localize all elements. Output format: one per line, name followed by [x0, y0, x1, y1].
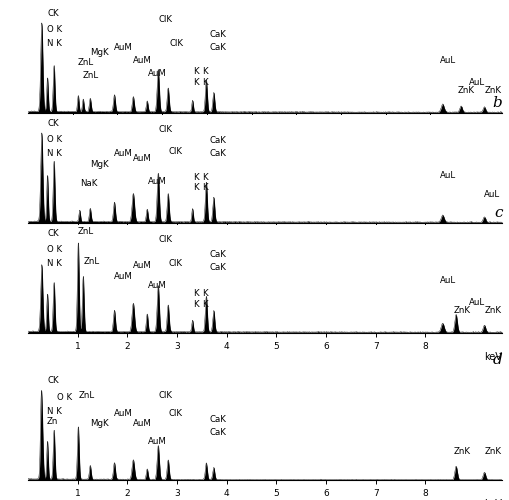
Text: MgK: MgK: [90, 420, 108, 428]
Text: ZnL: ZnL: [82, 71, 99, 80]
Text: AuM: AuM: [133, 56, 152, 65]
Text: c: c: [493, 206, 501, 220]
Text: AuM: AuM: [147, 436, 166, 446]
Text: AuM: AuM: [114, 408, 133, 418]
Text: CaK: CaK: [209, 428, 226, 437]
Text: CaK: CaK: [209, 136, 226, 145]
Text: ClK: ClK: [158, 392, 172, 400]
Text: N K: N K: [47, 259, 62, 268]
Text: K: K: [202, 67, 207, 76]
Text: AuL: AuL: [468, 298, 485, 306]
Text: K: K: [192, 300, 198, 309]
Text: ZnK: ZnK: [453, 306, 470, 316]
Text: O K: O K: [47, 245, 62, 254]
Text: CK: CK: [47, 9, 59, 18]
Text: AuM: AuM: [147, 280, 166, 289]
Text: K: K: [192, 184, 198, 192]
Text: AuM: AuM: [114, 44, 133, 52]
Text: K: K: [202, 172, 207, 182]
Text: CK: CK: [47, 229, 59, 238]
Text: K: K: [202, 300, 207, 309]
Text: ZnK: ZnK: [484, 86, 500, 96]
Text: MgK: MgK: [90, 160, 108, 169]
Text: b: b: [492, 96, 501, 110]
Text: ClK: ClK: [168, 408, 182, 418]
Text: N K: N K: [47, 406, 62, 416]
Text: AuL: AuL: [484, 190, 499, 199]
Text: CaK: CaK: [209, 250, 226, 260]
Text: CK: CK: [47, 119, 59, 128]
Text: ZnL: ZnL: [78, 58, 94, 68]
Text: AuL: AuL: [439, 276, 455, 285]
Text: ZnL: ZnL: [83, 257, 99, 266]
Text: K: K: [192, 172, 198, 182]
Text: O K: O K: [47, 135, 62, 144]
Text: CaK: CaK: [209, 415, 226, 424]
Text: ClK: ClK: [158, 16, 172, 24]
Text: ClK: ClK: [169, 39, 183, 48]
Text: ClK: ClK: [168, 147, 182, 156]
Text: AuL: AuL: [439, 170, 455, 179]
Text: AuM: AuM: [133, 261, 152, 270]
Text: d: d: [492, 353, 501, 367]
Text: CaK: CaK: [209, 264, 226, 272]
Text: CaK: CaK: [209, 30, 226, 40]
Text: AuM: AuM: [147, 69, 166, 78]
Text: K: K: [202, 184, 207, 192]
Text: K: K: [192, 289, 198, 298]
Text: AuL: AuL: [439, 56, 455, 65]
Text: ZnL: ZnL: [78, 227, 94, 236]
Text: MgK: MgK: [90, 48, 108, 56]
Text: N K: N K: [47, 149, 62, 158]
Text: CaK: CaK: [209, 149, 226, 158]
Text: Zn: Zn: [47, 417, 59, 426]
Text: keV: keV: [484, 132, 501, 142]
Text: ZnL: ZnL: [78, 392, 94, 400]
Text: K: K: [202, 289, 207, 298]
Text: ClK: ClK: [158, 126, 172, 134]
Text: O K: O K: [56, 392, 71, 402]
Text: K: K: [192, 78, 198, 86]
Text: ClK: ClK: [168, 259, 182, 268]
Text: CK: CK: [47, 376, 59, 386]
Text: AuM: AuM: [133, 154, 152, 164]
Text: keV: keV: [484, 242, 501, 252]
Text: K: K: [202, 78, 207, 86]
Text: keV: keV: [484, 352, 501, 362]
Text: N K: N K: [47, 39, 62, 48]
Text: CaK: CaK: [209, 44, 226, 52]
Text: K: K: [192, 67, 198, 76]
Text: AuM: AuM: [147, 177, 166, 186]
Text: ZnK: ZnK: [484, 306, 500, 316]
Text: AuM: AuM: [114, 272, 133, 281]
Text: AuL: AuL: [468, 78, 485, 86]
Text: AuM: AuM: [114, 149, 133, 158]
Text: NaK: NaK: [79, 179, 97, 188]
Text: AuM: AuM: [133, 420, 152, 428]
Text: O K: O K: [47, 25, 62, 34]
Text: ZnK: ZnK: [453, 448, 470, 456]
Text: ClK: ClK: [158, 236, 172, 244]
Text: ZnK: ZnK: [457, 86, 473, 96]
Text: ZnK: ZnK: [484, 448, 500, 456]
